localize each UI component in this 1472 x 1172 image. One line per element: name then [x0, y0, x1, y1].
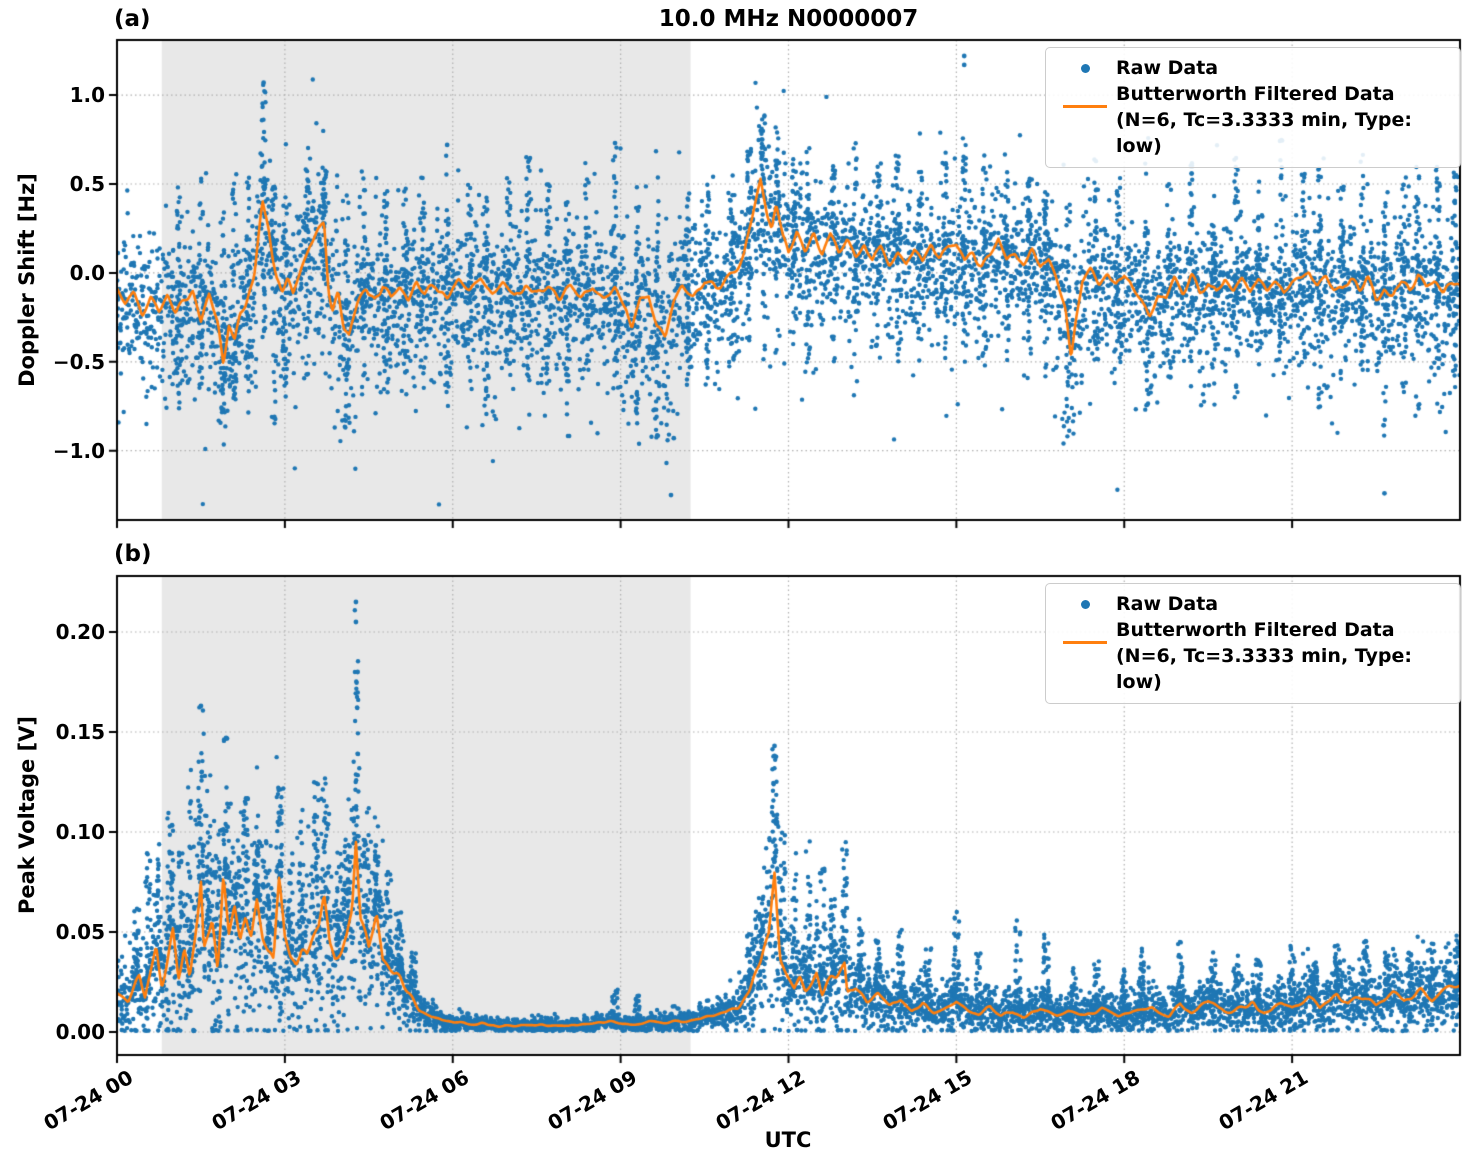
legend-panel-a: Raw Data Butterworth Filtered Data (N=6,…	[1045, 47, 1461, 168]
y-tick-label: 0.5	[69, 172, 105, 196]
legend-filtered-line2: (N=6, Tc=3.3333 min, Type: low)	[1116, 109, 1412, 157]
legend-filtered-line1: Butterworth Filtered Data	[1116, 83, 1395, 105]
y-tick-label: 0.20	[55, 620, 105, 644]
legend-panel-b: Raw Data Butterworth Filtered Data (N=6,…	[1045, 583, 1461, 704]
panel-a-label: (a)	[114, 6, 151, 32]
legend-filtered-line1: Butterworth Filtered Data	[1116, 619, 1395, 641]
y-tick-label: −1.0	[52, 438, 105, 463]
y-tick-label: 0.15	[55, 720, 105, 744]
legend-raw-label: Raw Data	[1116, 57, 1219, 79]
legend-filtered-line2: (N=6, Tc=3.3333 min, Type: low)	[1116, 645, 1412, 693]
x-axis-label: UTC	[764, 1128, 812, 1152]
raw-data-marker-icon	[1080, 64, 1090, 73]
y-tick-label: −0.5	[52, 349, 105, 374]
filtered-line-marker-icon	[1063, 105, 1107, 108]
chart-title: 10.0 MHz N0000007	[658, 6, 919, 32]
y-tick-label: 0.10	[55, 820, 105, 844]
legend-filtered-label: Butterworth Filtered Data (N=6, Tc=3.333…	[1116, 617, 1452, 695]
legend-raw-label: Raw Data	[1116, 593, 1219, 615]
legend-filtered-label: Butterworth Filtered Data (N=6, Tc=3.333…	[1116, 81, 1452, 159]
raw-data-marker-icon	[1080, 600, 1090, 609]
y-tick-label: 0.00	[55, 1020, 105, 1044]
filtered-line-marker-icon	[1063, 641, 1107, 644]
y-tick-label: 0.05	[55, 920, 105, 944]
panel-b-label: (b)	[114, 541, 152, 567]
y-tick-label: 0.0	[69, 260, 105, 285]
y-axis-label-voltage: Peak Voltage [V]	[15, 715, 39, 915]
y-tick-label: 1.0	[69, 83, 105, 108]
